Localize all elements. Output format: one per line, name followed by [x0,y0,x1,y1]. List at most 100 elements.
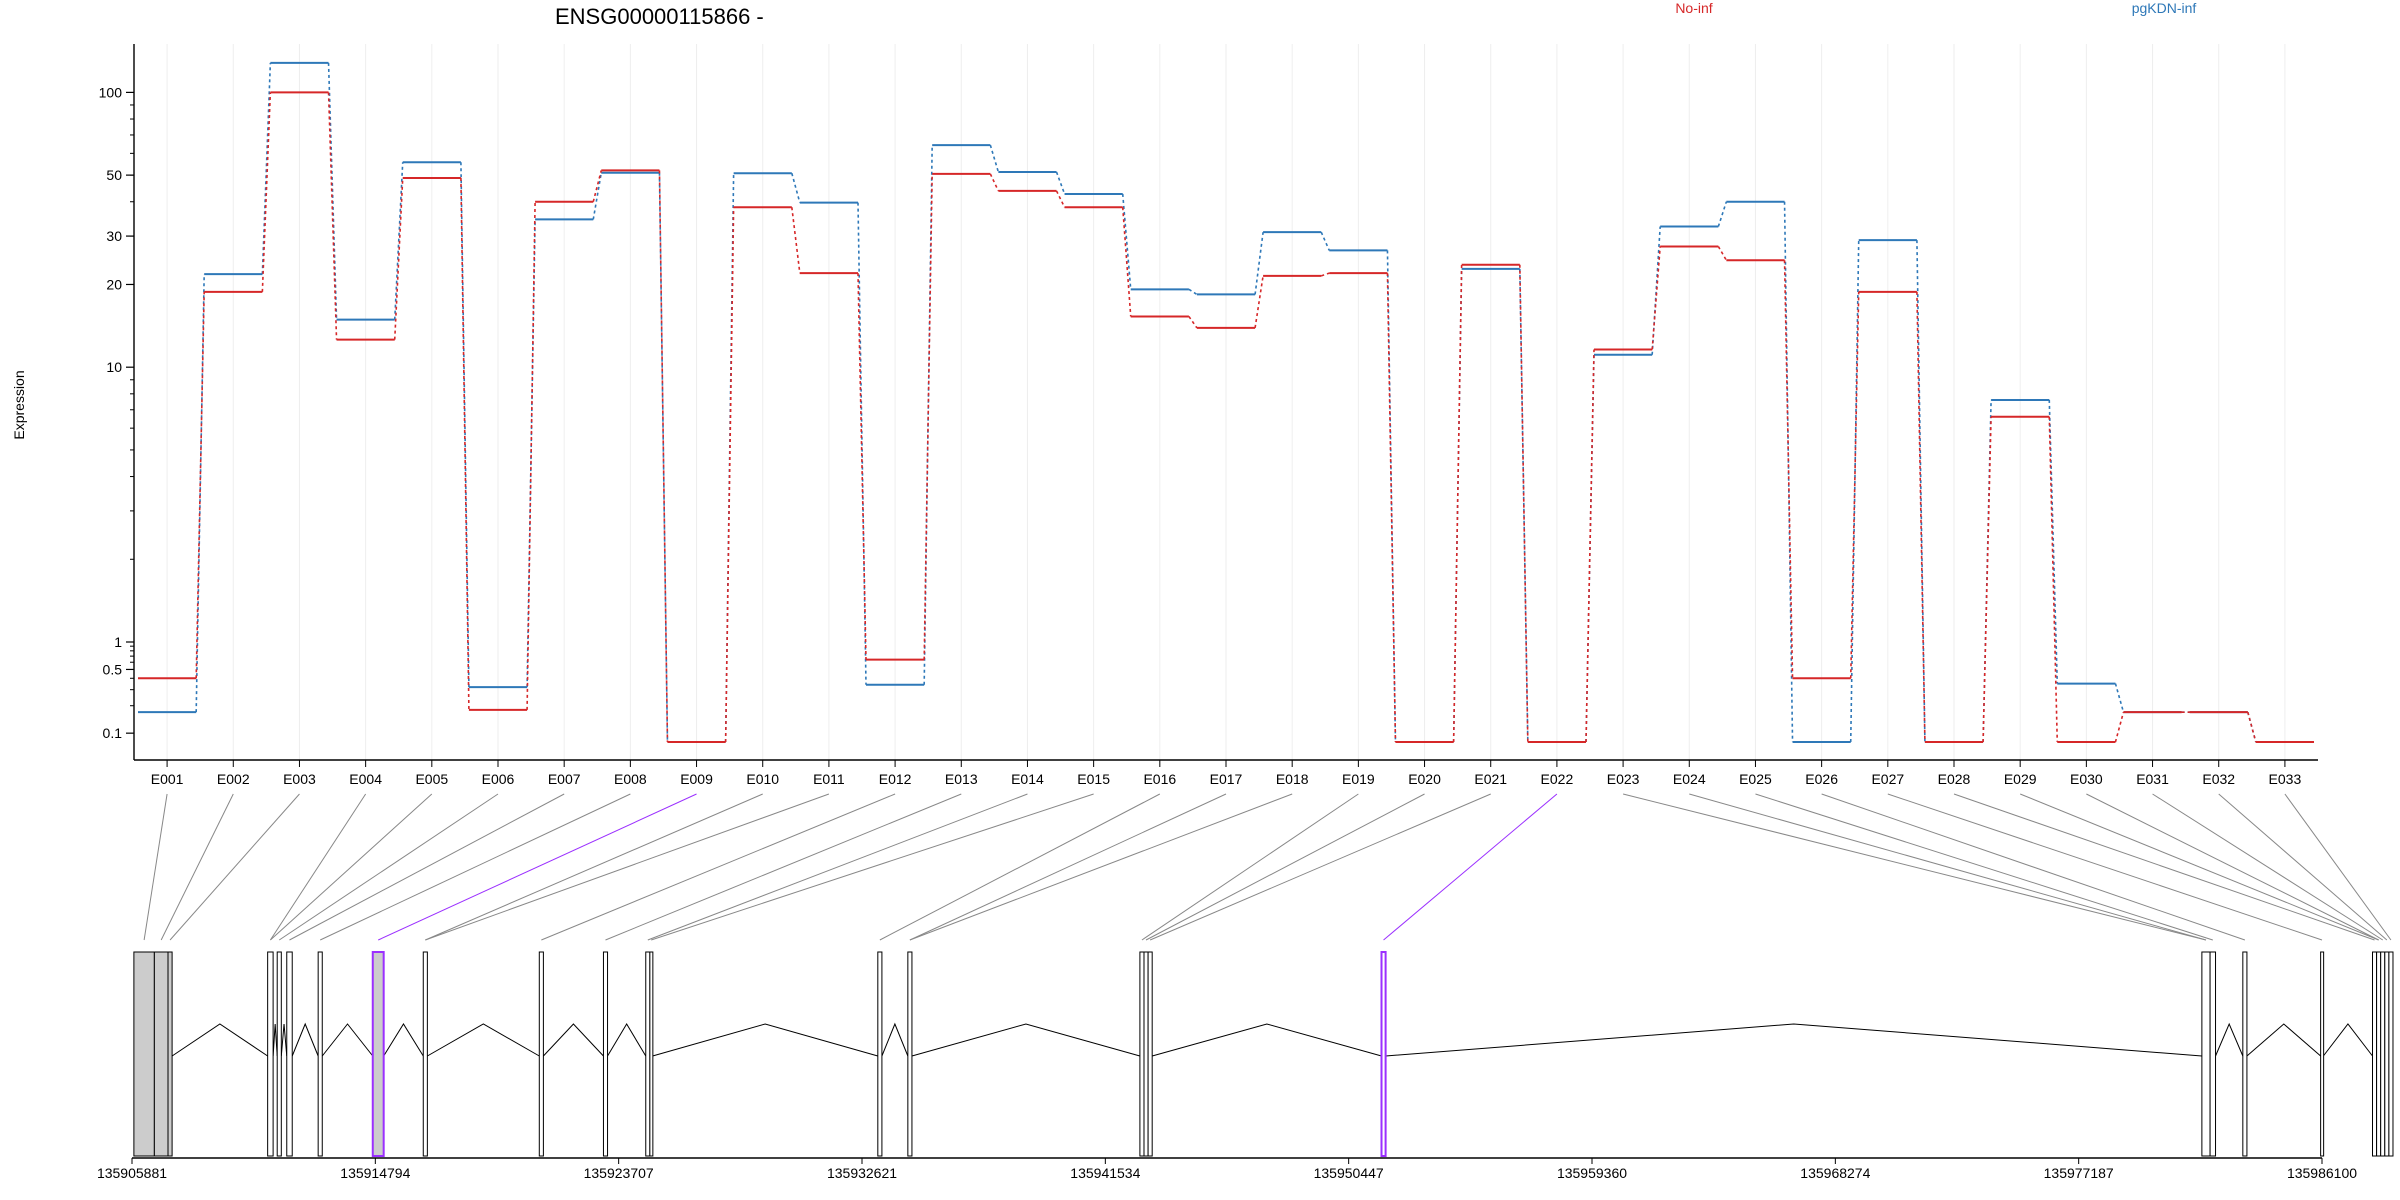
intron [1385,1023,2202,1057]
y-axis-label: Expression [11,370,27,439]
connector-No-inf [1452,264,1463,743]
lead-line-E013 [605,793,962,941]
intron [1152,1023,1382,1057]
lead-line-E029 [2019,793,2379,941]
intron [652,1023,878,1057]
genome-tick-label: 135905881 [97,1165,167,1181]
intron [2215,1022,2244,1057]
x-tick-label-E015: E015 [1077,771,1110,787]
lead-line-E015 [651,793,1094,941]
exon-box [167,951,173,1157]
connector-No-inf [1386,273,1397,743]
genome-tick-label: 135941534 [1070,1165,1140,1181]
lead-line-E020 [1145,793,1425,941]
exon-box [538,951,544,1157]
connector-No-inf [1121,207,1132,317]
lead-line-E007 [289,793,565,941]
x-tick-label-E012: E012 [879,771,912,787]
lead-line-E002 [160,793,234,941]
exon-box [133,951,155,1157]
connector-pgKDN-inf [393,162,404,320]
intron [2322,1023,2373,1057]
x-tick-label-E006: E006 [482,771,515,787]
exon-box [2384,951,2390,1157]
x-tick-label-E013: E013 [945,771,978,787]
intron [427,1023,540,1057]
connector-pgKDN-inf [327,62,338,320]
lead-line-E016 [879,793,1161,941]
x-tick-label-E021: E021 [1474,771,1507,787]
exon-box [649,951,654,1157]
lead-line-E028 [1953,793,2375,941]
lead-line-E011 [425,793,830,941]
lead-line-E022 [1383,793,1558,941]
intron [383,1023,424,1057]
connector-No-inf [592,170,603,202]
connector-No-inf [1055,190,1066,208]
lead-line-E023 [1622,793,2207,941]
x-tick-label-E030: E030 [2070,771,2103,787]
x-tick-label-E029: E029 [2004,771,2037,787]
connector-pgKDN-inf [1121,193,1132,290]
x-tick-label-E005: E005 [415,771,448,787]
exon-box [877,951,883,1157]
y-tick-label: 0.5 [103,661,123,677]
lead-line-E025 [1755,793,2213,941]
exon-box [267,951,274,1157]
intron [280,1023,288,1057]
connector-No-inf [724,207,735,743]
exon-box [153,951,169,1157]
connector-No-inf [327,92,338,340]
connector-No-inf [658,170,669,743]
lead-line-E024 [1689,793,2207,941]
x-tick-label-E008: E008 [614,771,647,787]
x-tick-label-E027: E027 [1871,771,1904,787]
exon-box [1143,951,1149,1157]
series-no-inf [138,91,2314,743]
intron [881,1022,909,1057]
intron [171,1023,268,1057]
exon-box [602,951,609,1157]
exon-box [2320,951,2325,1157]
connector-No-inf [2247,711,2257,743]
x-tick-label-E009: E009 [680,771,713,787]
x-tick-label-E017: E017 [1210,771,1243,787]
x-tick-label-E032: E032 [2202,771,2235,787]
connector-No-inf [1585,349,1595,743]
y-tick-label: 0.1 [103,725,123,741]
connector-pgKDN-inf [1320,231,1331,251]
lead-line-E009 [378,793,697,941]
x-tick-label-E007: E007 [548,771,581,787]
connector-No-inf [195,291,205,679]
x-tick-label-E026: E026 [1805,771,1838,787]
lead-line-E017 [909,793,1227,941]
x-tick-label-E019: E019 [1342,771,1375,787]
lead-line-E021 [1149,793,1491,941]
connector-No-inf [1651,246,1661,350]
genome-tick-label: 135977187 [2044,1165,2114,1181]
connector-pgKDN-inf [1717,201,1728,227]
connector-No-inf [923,173,933,660]
connector-No-inf [1849,291,1860,679]
exon-box [286,951,293,1157]
lead-line-E027 [1887,793,2323,941]
lead-line-E006 [278,793,499,941]
connector-No-inf [989,173,1000,192]
x-tick-label-E014: E014 [1011,771,1044,787]
x-tick-label-E003: E003 [283,771,316,787]
intron [911,1023,1141,1057]
y-tick-label: 100 [99,84,123,100]
exon-box [2388,951,2394,1157]
connector-No-inf [1188,315,1198,329]
y-tick-label: 20 [106,276,122,292]
x-tick-labels: E001 E002 E003 E004 E005 E006 E007 E008 E009 E010… [151,760,2301,787]
lead-line-E033 [2284,793,2392,941]
x-tick-label-E016: E016 [1143,771,1176,787]
connector-No-inf [2048,416,2059,743]
lead-line-E004 [269,793,367,941]
connector-No-inf [1321,272,1330,277]
genome-tick-label: 135932621 [827,1165,897,1181]
intron [321,1023,374,1057]
lead-line-E010 [425,793,763,941]
connector-No-inf [393,177,404,340]
